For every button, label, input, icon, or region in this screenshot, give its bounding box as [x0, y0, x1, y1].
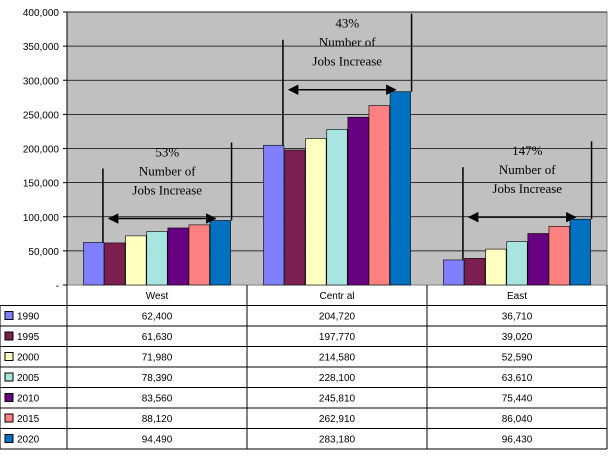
legend-swatch	[4, 352, 14, 361]
table-cell: 36,710	[502, 312, 533, 323]
legend-label: 2010	[17, 394, 40, 405]
table-cell: 88,120	[142, 414, 173, 425]
table-cell: 71,980	[142, 353, 173, 364]
annotation-text: 147%	[512, 143, 543, 158]
legend-swatch	[4, 311, 14, 320]
table-cell: 96,430	[502, 435, 533, 446]
bar	[209, 220, 231, 286]
annotation-text: 53%	[155, 145, 179, 160]
bar	[146, 231, 168, 286]
y-tick-label: 50,000	[28, 247, 59, 258]
table-cell: 75,440	[502, 394, 533, 405]
bar	[104, 242, 126, 286]
annotation-text: Jobs Increase	[492, 181, 562, 196]
y-tick-label: 100,000	[23, 213, 60, 224]
data-table: West Centr al East 1990 62,400 204,720 36,710 1…	[0, 285, 608, 450]
legend-label: 2000	[17, 353, 40, 364]
y-tick-label: 150,000	[23, 179, 60, 190]
y-tick-label: 200,000	[23, 145, 60, 156]
table-cell: 83,560	[142, 394, 173, 405]
bar	[167, 227, 189, 286]
table-cell: 94,490	[142, 435, 173, 446]
annotation-text: Jobs Increase	[312, 54, 382, 69]
table-cell: 39,020	[502, 332, 533, 343]
table-cell: 52,590	[502, 353, 533, 364]
table-header: Centr al	[319, 291, 354, 302]
bar	[284, 149, 306, 286]
y-tick-label: 400,000	[23, 8, 60, 19]
legend-label: 1995	[17, 332, 40, 343]
bar	[569, 218, 591, 286]
table-cell: 63,610	[502, 373, 533, 384]
table-cell: 262,910	[319, 414, 356, 425]
bar	[527, 233, 549, 286]
bar	[263, 144, 285, 286]
bar	[326, 129, 348, 286]
annotation-text: Number of	[319, 35, 376, 50]
legend-swatch	[4, 434, 14, 443]
table-cell: 214,580	[319, 353, 356, 364]
table-cell: 62,400	[142, 312, 173, 323]
table-cell: 61,630	[142, 332, 173, 343]
table-cell: 78,390	[142, 373, 173, 384]
annotation-text: Jobs Increase	[132, 183, 202, 198]
bar	[125, 235, 147, 286]
annotation-text: Number of	[139, 164, 196, 179]
bar	[83, 242, 105, 286]
annotation-text: Number of	[499, 162, 556, 177]
table-cell: 245,810	[319, 394, 356, 405]
y-tick-label: 350,000	[23, 42, 60, 53]
legend-label: 2020	[17, 435, 40, 446]
legend-swatch	[4, 331, 14, 341]
bar	[368, 105, 390, 286]
bar	[548, 225, 570, 286]
bar	[347, 116, 369, 286]
y-tick-label: 250,000	[23, 110, 60, 121]
table-cell: 204,720	[319, 312, 356, 323]
bar	[485, 248, 507, 286]
legend-label: 2015	[17, 414, 40, 425]
table-cell: 197,770	[319, 332, 356, 343]
legend-swatch	[4, 372, 14, 382]
bar	[188, 224, 210, 286]
bar	[389, 91, 411, 286]
bar	[305, 138, 327, 286]
bar	[464, 258, 486, 286]
bar	[443, 259, 465, 286]
legend-label: 1990	[17, 312, 40, 323]
plot-area: - 50,000 100,000 150,000 200,000 250,000 300,0…	[23, 8, 608, 292]
legend-swatch	[4, 413, 14, 423]
y-tick-label: -	[56, 281, 59, 292]
table-cell: 86,040	[502, 414, 533, 425]
table-cell: 228,100	[319, 373, 356, 384]
annotation-text: 43%	[335, 16, 359, 31]
legend-label: 2005	[17, 373, 40, 384]
table-header: West	[146, 291, 169, 302]
bar	[506, 241, 528, 286]
legend-swatch	[4, 393, 14, 402]
y-tick-label: 300,000	[23, 76, 60, 87]
table-cell: 283,180	[319, 435, 356, 446]
table-header: East	[507, 291, 527, 302]
